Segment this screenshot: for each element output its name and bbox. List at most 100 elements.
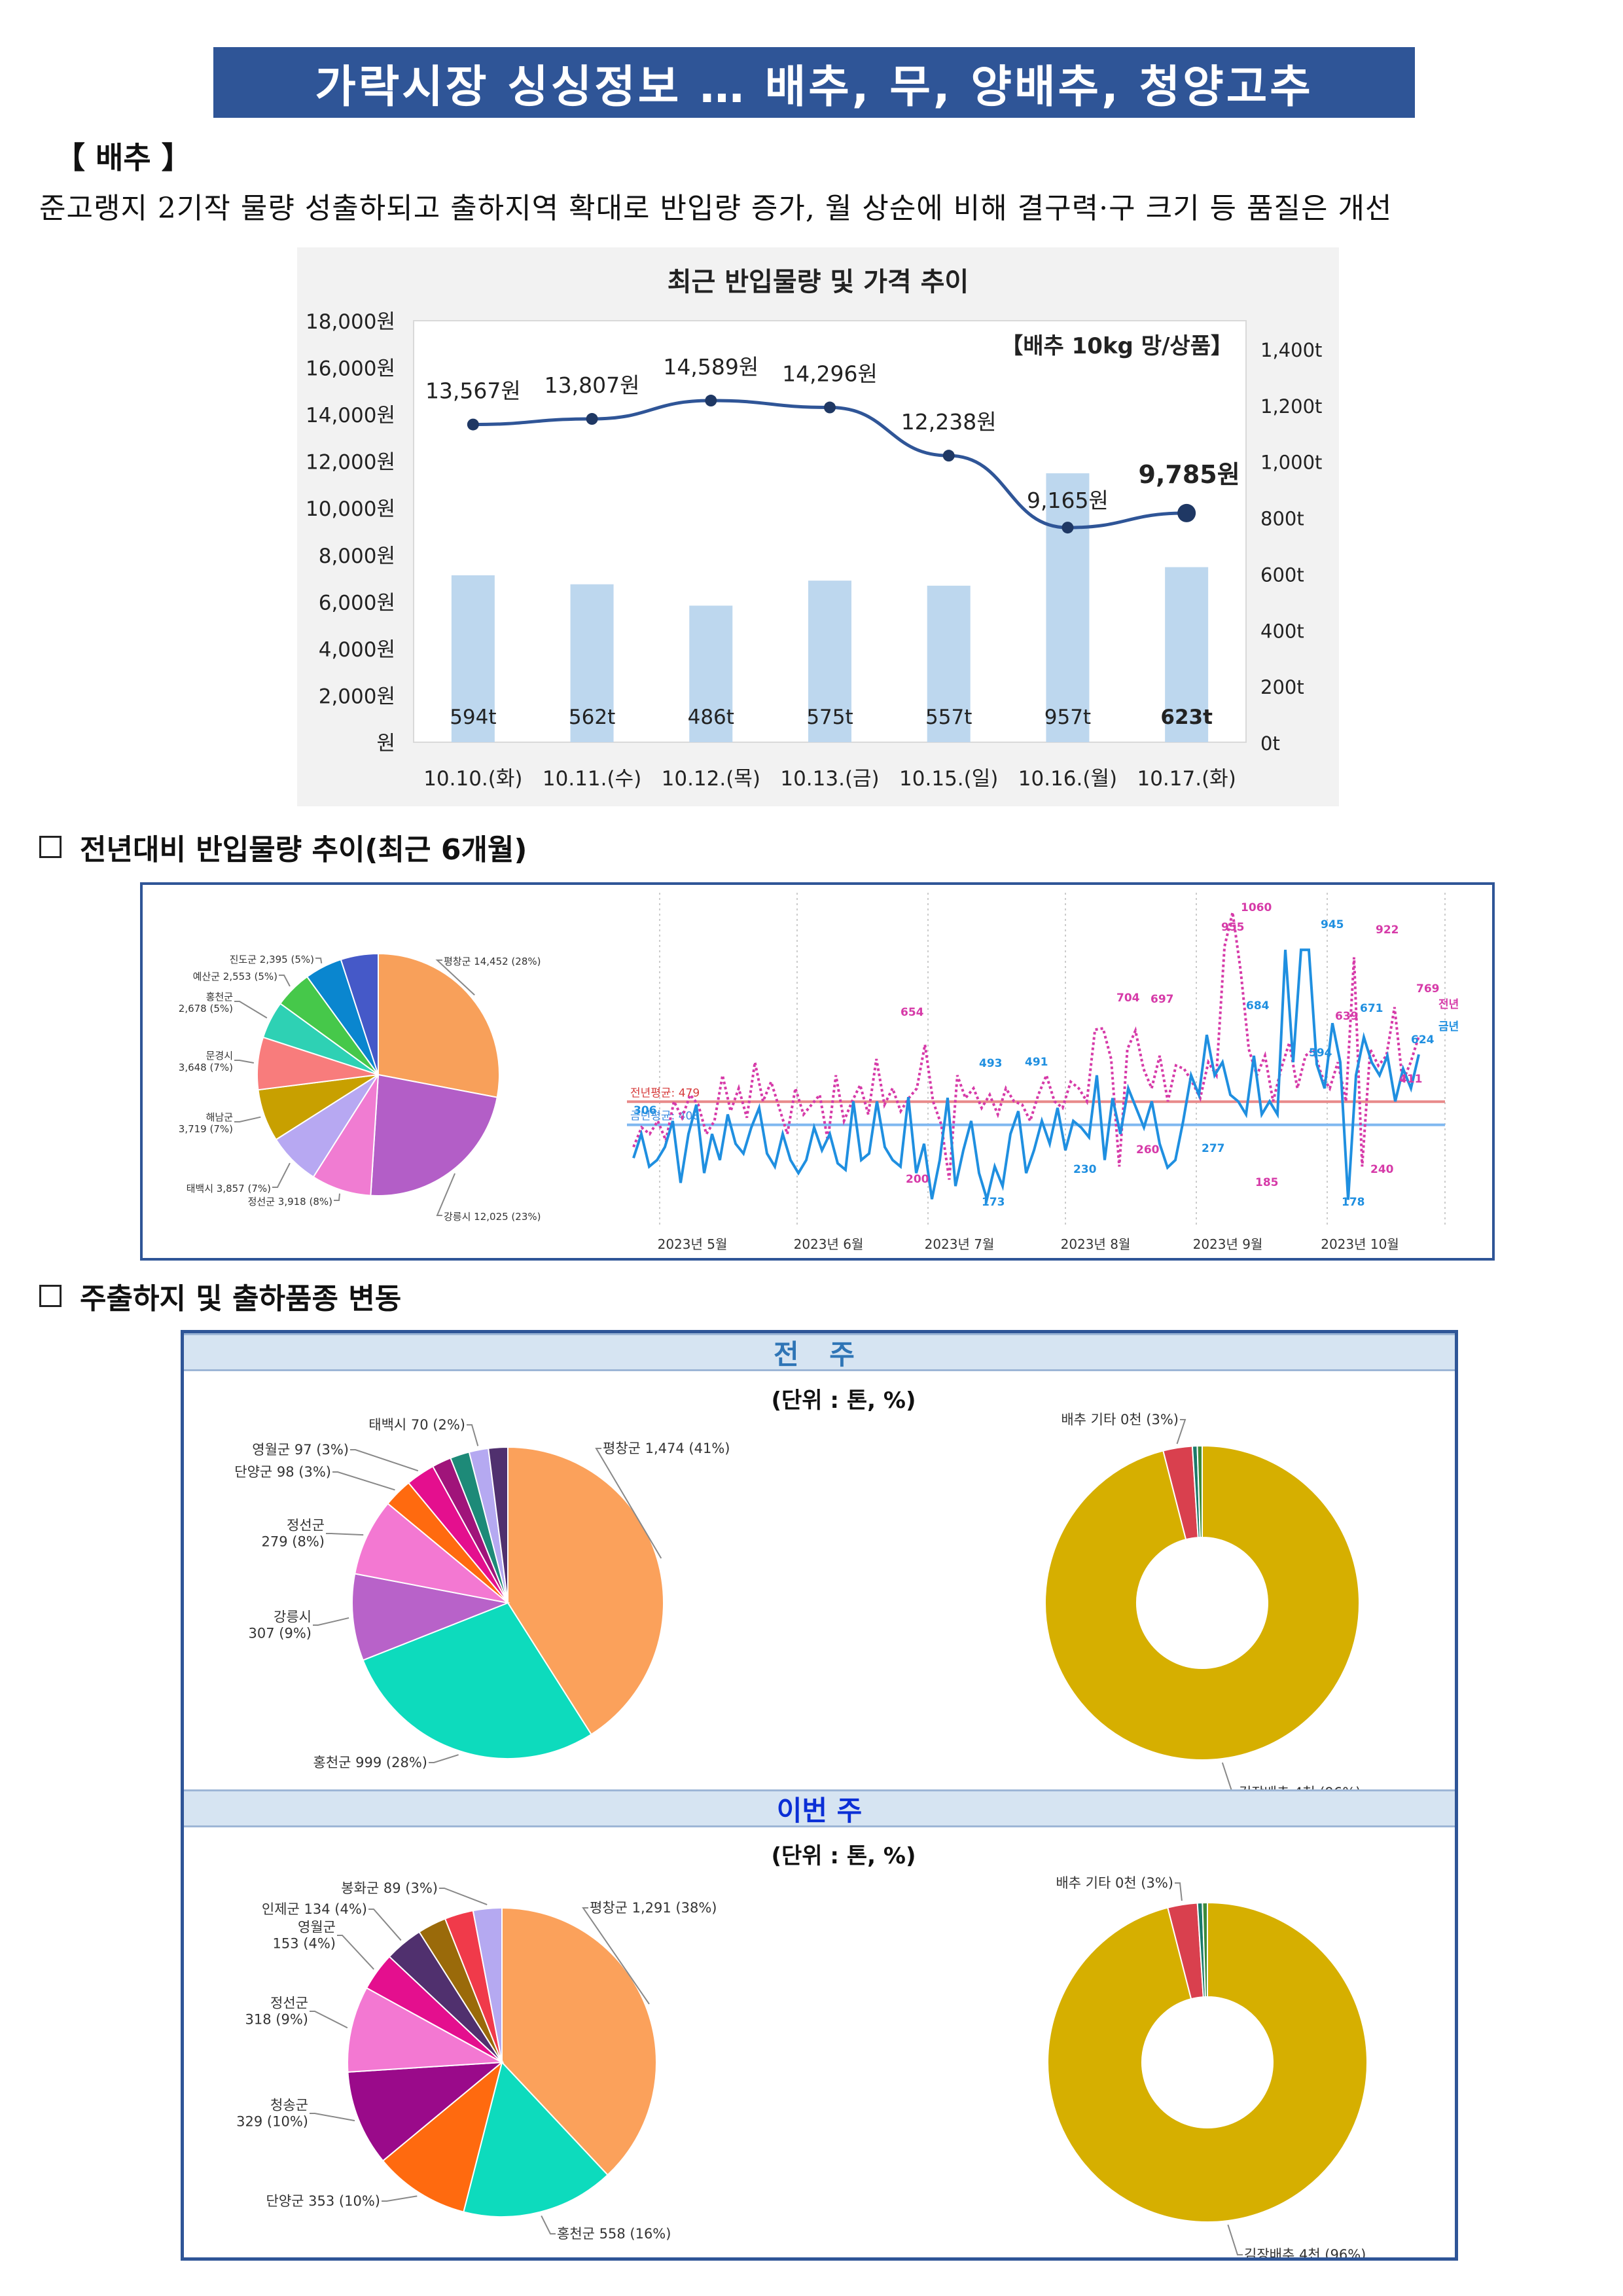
price-marker xyxy=(942,450,955,462)
volume-label: 575t xyxy=(806,706,853,729)
chart-title: 최근 반입물량 및 가격 추이 xyxy=(668,267,969,297)
line-annotation: 260 xyxy=(1136,1143,1160,1157)
this-origin-leader xyxy=(368,1909,402,1941)
y-left-tick: 2,000원 xyxy=(319,685,395,708)
origin6m-label: 태백시 3,857 (7%) xyxy=(187,1183,271,1194)
line-annotation: 491 xyxy=(1025,1056,1048,1069)
y-left-tick: 16,000원 xyxy=(306,357,395,381)
line-annotation: 654 xyxy=(901,1006,924,1019)
this-origin-leader xyxy=(310,2011,348,2029)
prev-origin-slice xyxy=(507,1446,664,1736)
line-annotation: 178 xyxy=(1342,1196,1365,1209)
this-origin-label: 평창군 1,291 (38%) xyxy=(590,1900,717,1916)
prev-variety-slice xyxy=(1196,1444,1203,1539)
origin6m-label: 예산군 2,553 (5%) xyxy=(193,971,277,982)
origin6m-slice xyxy=(378,952,500,1098)
volume-label: 557t xyxy=(925,706,972,729)
y-left-tick: 6,000원 xyxy=(319,591,395,615)
this-origin-leader xyxy=(382,2195,418,2202)
origin6m-leader xyxy=(279,975,291,987)
prev-origin-leader xyxy=(313,1617,349,1626)
origin6m-label: 진도군 2,395 (5%) xyxy=(230,954,314,965)
summary-text: 준고랭지 2기작 물량 성출하되고 출하지역 확대로 반입량 증가, 월 상순에… xyxy=(39,192,1393,225)
origin6m-leader xyxy=(435,960,475,996)
line-annotation: 173 xyxy=(982,1196,1005,1209)
x-month-label: 2023년 8월 xyxy=(1061,1236,1131,1252)
prev-origin-label: 강릉시 307 (9%) xyxy=(249,1609,312,1641)
section-label-cabbage: 【 배추 】 xyxy=(55,140,192,175)
y-right-tick: 800t xyxy=(1260,508,1304,530)
origin6m-label: 문경시 3,648 (7%) xyxy=(179,1050,233,1073)
prev-origin-label: 태백시 70 (2%) xyxy=(368,1417,465,1433)
volume-bar xyxy=(689,605,733,742)
yoy-panel: 평창군 14,452 (28%) 강릉시 12,025 (23%) 정선군 3,91… xyxy=(140,882,1495,1261)
unit-label-this: (단위 : 톤, %) xyxy=(771,1843,916,1869)
y-right-tick: 0t xyxy=(1260,732,1280,755)
section2-label: 전년대비 반입물량 추이(최근 6개월) xyxy=(80,833,527,867)
origin6m-leader xyxy=(315,958,323,963)
line-annotation: 671 xyxy=(1360,1002,1383,1015)
line-annotation: 230 xyxy=(1073,1163,1097,1176)
x-month-label: 2023년 5월 xyxy=(658,1236,728,1252)
this-origin-leader xyxy=(541,2215,556,2234)
volume-label: 594t xyxy=(450,706,496,729)
y-left-tick: 12,000원 xyxy=(306,451,395,475)
x-month-label: 2023년 6월 xyxy=(794,1236,864,1252)
y-left-tick: 4,000원 xyxy=(319,638,395,662)
prev-origin-label: 단양군 98 (3%) xyxy=(234,1464,331,1480)
y-right-tick: 400t xyxy=(1260,620,1304,642)
x-tick: 10.16.(월) xyxy=(1018,767,1117,791)
origin6m-leader xyxy=(272,1162,291,1188)
price-volume-svg: 최근 반입물량 및 가격 추이 【배추 10kg 망/상품】 원 2,000원 4,00… xyxy=(306,267,1322,791)
prev-origin-leader xyxy=(429,1754,459,1763)
this-origin-label: 홍천군 558 (16%) xyxy=(557,2226,671,2242)
volume-label: 623t xyxy=(1160,706,1213,729)
y-right-tick: 1,400t xyxy=(1260,339,1322,361)
this-origin-label: 봉화군 89 (3%) xyxy=(341,1880,438,1896)
this-origin-leader xyxy=(439,1888,488,1906)
line-annotation: 185 xyxy=(1255,1176,1279,1189)
this-week-header: 이번 주 xyxy=(184,1789,1455,1827)
prev-origin-slice xyxy=(354,1502,508,1604)
this-week-label: 이번 주 xyxy=(776,1794,863,1827)
checkbox-icon xyxy=(39,1285,62,1307)
volume-label: 486t xyxy=(688,706,734,729)
x-tick: 10.11.(수) xyxy=(543,767,641,791)
x-month-label: 2023년 9월 xyxy=(1193,1236,1263,1252)
origin6m-label: 해남군 3,719 (7%) xyxy=(179,1111,233,1135)
y-right-tick: 600t xyxy=(1260,564,1304,586)
origin6m-label: 강릉시 12,025 (23%) xyxy=(444,1211,541,1223)
this-origin-slice xyxy=(347,2061,505,2162)
volume-bar xyxy=(808,581,851,742)
line-annotation: 769 xyxy=(1416,982,1440,996)
y-right-tick: 200t xyxy=(1260,676,1304,698)
prev-origin-label: 평창군 1,474 (41%) xyxy=(603,1441,730,1456)
section3-heading: 주출하지 및 출하품종 변동 xyxy=(39,1275,401,1317)
this-variety-label: 배추 기타 0천 (3%) xyxy=(1056,1875,1173,1891)
prev-origin-leader xyxy=(326,1533,364,1536)
volume-label: 957t xyxy=(1044,706,1091,729)
y-left-tick: 10,000원 xyxy=(306,497,395,521)
origin6m-leader xyxy=(234,1001,268,1019)
price-label: 13,807원 xyxy=(544,372,640,398)
prev-origin-slice xyxy=(362,1602,592,1759)
prev-week-header: 전 주 xyxy=(184,1333,1455,1371)
this-origin-slice xyxy=(382,2060,503,2213)
line-annotation: 594 xyxy=(1309,1047,1332,1060)
prev-variety-label: 배추 기타 0천 (3%) xyxy=(1061,1412,1179,1427)
x-tick: 10.12.(목) xyxy=(662,767,760,791)
line-annotation: 금년 xyxy=(1438,1020,1459,1033)
line-annotation: 277 xyxy=(1202,1142,1225,1155)
x-tick: 10.10.(화) xyxy=(423,767,522,791)
line-annotation: 493 xyxy=(979,1057,1003,1070)
x-tick: 10.17.(화) xyxy=(1137,767,1236,791)
this-origin-leader xyxy=(337,1935,374,1970)
price-marker xyxy=(467,418,479,431)
x-tick: 10.15.(일) xyxy=(899,767,998,791)
prev-origin-slice xyxy=(351,1573,510,1661)
x-month-label: 2023년 10월 xyxy=(1321,1236,1399,1252)
chart-note: 【배추 10kg 망/상품】 xyxy=(1001,333,1233,359)
prev-week-label: 전 주 xyxy=(774,1338,865,1371)
volume-bar xyxy=(1165,567,1209,742)
y-right-tick: 1,000t xyxy=(1260,452,1322,474)
